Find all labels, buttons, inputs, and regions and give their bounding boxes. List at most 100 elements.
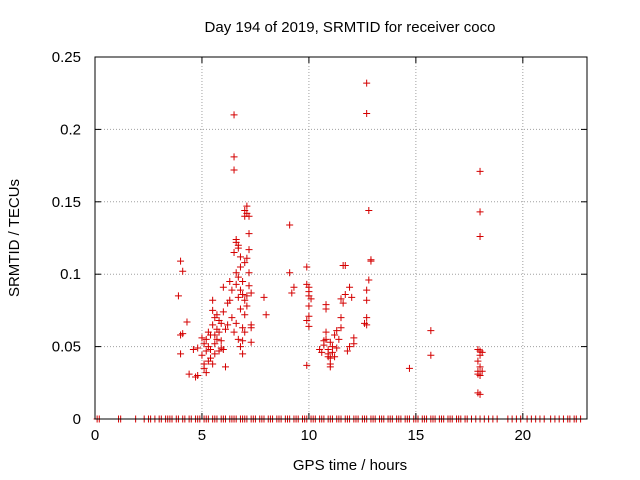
data-point	[234, 244, 242, 252]
data-point	[322, 335, 330, 343]
data-point	[303, 361, 311, 369]
data-point	[215, 328, 223, 336]
data-point	[174, 292, 182, 300]
data-point	[476, 233, 484, 241]
data-point	[326, 363, 334, 371]
data-point	[226, 296, 234, 304]
data-point	[232, 280, 240, 288]
data-point	[198, 351, 206, 359]
data-point	[241, 296, 249, 304]
data-point	[331, 331, 339, 339]
data-point	[245, 246, 253, 254]
y-tick-label: 0.25	[52, 49, 81, 66]
data-point	[286, 221, 294, 229]
data-point	[226, 277, 234, 285]
data-point	[363, 321, 371, 329]
data-point	[194, 372, 202, 380]
data-point	[341, 262, 349, 270]
data-point	[239, 324, 247, 332]
data-point	[346, 283, 354, 291]
data-point	[234, 335, 242, 343]
data-point	[337, 314, 345, 322]
data-point	[211, 340, 219, 348]
data-point	[202, 335, 210, 343]
data-point	[228, 314, 236, 322]
data-point	[236, 253, 244, 261]
x-tick-label: 20	[514, 427, 531, 444]
data-point	[230, 111, 238, 119]
data-point	[339, 299, 347, 307]
data-point	[202, 369, 210, 377]
data-point	[247, 324, 255, 332]
data-point	[262, 311, 270, 319]
data-point	[177, 350, 185, 358]
data-point	[247, 338, 255, 346]
data-point	[343, 347, 351, 355]
y-axis-label: SRMTID / TECUs	[6, 179, 23, 297]
data-point	[322, 328, 330, 336]
data-point	[217, 337, 225, 345]
data-point	[239, 350, 247, 358]
data-point	[239, 337, 247, 345]
data-point	[333, 344, 341, 352]
data-point	[179, 330, 187, 338]
data-point	[202, 347, 210, 355]
data-point	[324, 345, 332, 353]
data-point	[185, 370, 193, 378]
data-point	[286, 269, 294, 277]
data-point	[245, 212, 253, 220]
data-point	[236, 343, 244, 351]
data-point	[474, 357, 482, 365]
x-tick-label: 5	[198, 427, 206, 444]
data-point	[230, 166, 238, 174]
data-point	[476, 167, 484, 175]
data-point	[228, 286, 236, 294]
data-point	[232, 269, 240, 277]
data-point	[305, 312, 313, 320]
data-point	[303, 317, 311, 325]
data-point	[211, 350, 219, 358]
data-point	[427, 351, 435, 359]
data-point	[236, 263, 244, 271]
data-point	[307, 295, 315, 303]
data-point	[245, 282, 253, 290]
data-point	[207, 345, 215, 353]
data-point	[363, 109, 371, 117]
data-point	[367, 256, 375, 264]
data-point	[331, 353, 339, 361]
data-point	[224, 321, 232, 329]
data-point	[245, 230, 253, 238]
data-point	[363, 286, 371, 294]
data-point	[217, 319, 225, 327]
data-point	[211, 331, 219, 339]
y-tick-label: 0.15	[52, 194, 81, 211]
data-point	[363, 314, 371, 322]
data-point	[200, 364, 208, 372]
data-point	[363, 296, 371, 304]
data-point	[241, 259, 249, 267]
axis-ticks: 0 5 10 15 20 0 0.05 0.1 0.15 0.2 0.25	[52, 49, 587, 444]
data-point	[198, 334, 206, 342]
y-tick-label: 0	[73, 411, 81, 428]
data-point	[236, 286, 244, 294]
data-point	[326, 338, 334, 346]
data-point	[478, 348, 486, 356]
data-point	[230, 248, 238, 256]
data-point	[348, 293, 356, 301]
y-tick-label: 0.2	[60, 121, 81, 138]
data-point	[318, 348, 326, 356]
data-point	[213, 311, 221, 319]
data-point	[234, 273, 242, 281]
grid-lines	[95, 57, 587, 419]
data-point	[245, 269, 253, 277]
data-point	[337, 295, 345, 303]
data-point	[183, 318, 191, 326]
x-tick-label: 10	[301, 427, 318, 444]
plot-border	[94, 56, 588, 420]
data-point	[204, 357, 212, 365]
data-point	[346, 343, 354, 351]
data-point	[328, 348, 336, 356]
data-point	[194, 344, 202, 352]
data-point	[239, 277, 247, 285]
data-point	[236, 305, 244, 313]
